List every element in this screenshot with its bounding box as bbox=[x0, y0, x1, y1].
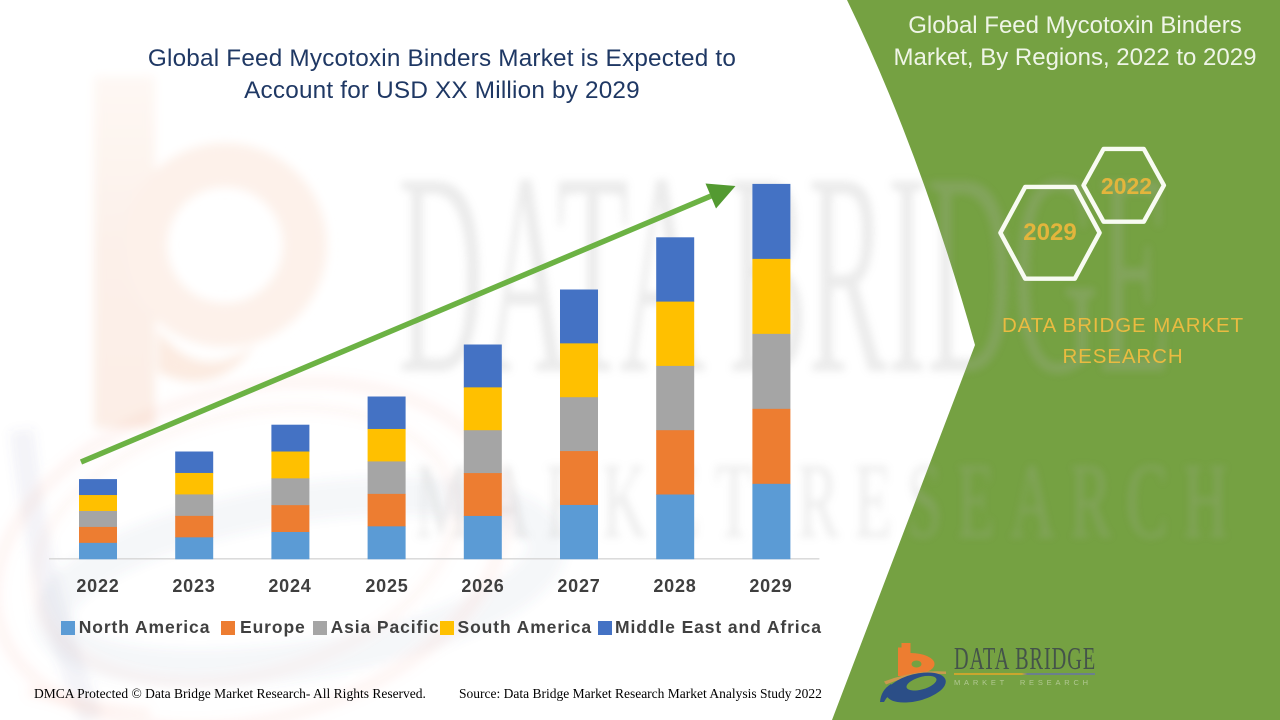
svg-text:MARKET RESEARCH: MARKET RESEARCH bbox=[415, 441, 1243, 561]
